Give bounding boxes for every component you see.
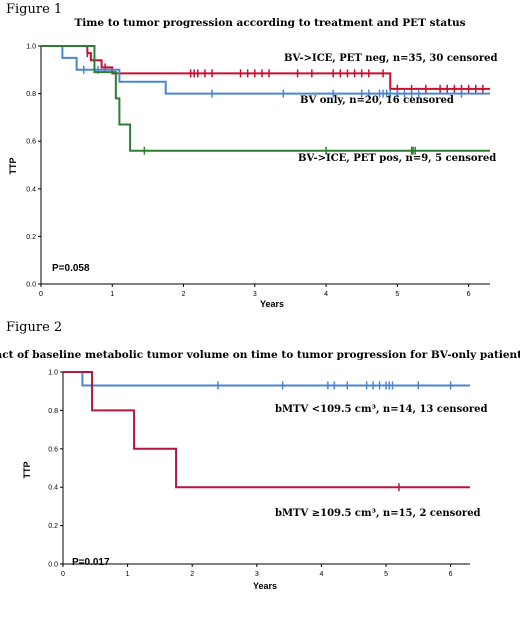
- series-label: BV->ICE, PET pos, n=9, 5 censored: [298, 153, 496, 164]
- y-tick-label: 0.2: [48, 523, 58, 530]
- x-tick-label: 6: [467, 291, 471, 298]
- x-tick-label: 2: [182, 291, 186, 298]
- y-tick-label: 1.0: [26, 44, 36, 51]
- x-tick-label: 2: [190, 571, 194, 578]
- x-tick-label: 5: [384, 571, 388, 578]
- figure-2-chart: Impact of baseline metabolic tumor volum…: [0, 338, 520, 644]
- x-tick-label: 3: [255, 571, 259, 578]
- y-tick-label: 0.0: [48, 562, 58, 569]
- y-tick-label: 0.8: [26, 91, 36, 98]
- survival-curve-line: [63, 371, 470, 489]
- p-value-annotation: P=0.058: [52, 263, 90, 274]
- y-axis-label: TTP: [8, 158, 18, 175]
- y-tick-label: 0.2: [26, 234, 36, 241]
- x-axis-label: Years: [260, 299, 284, 309]
- chart-title: Time to tumor progression according to t…: [74, 17, 465, 29]
- figure-2-svg: Impact of baseline metabolic tumor volum…: [0, 349, 520, 591]
- p-value-annotation: P=0.017: [72, 557, 110, 568]
- x-axis-label: Years: [253, 581, 277, 591]
- y-tick-label: 0.4: [26, 186, 36, 193]
- x-tick-label: 4: [324, 291, 328, 298]
- y-tick-label: 0.8: [48, 408, 58, 415]
- x-tick-label: 4: [319, 571, 323, 578]
- x-tick-label: 6: [449, 571, 453, 578]
- x-tick-label: 0: [39, 291, 43, 298]
- figure-1-label: Figure 1: [6, 2, 63, 17]
- x-tick-label: 1: [126, 571, 130, 578]
- y-tick-label: 1.0: [48, 370, 58, 377]
- survival-curve-line: [41, 45, 490, 152]
- y-tick-label: 0.6: [26, 139, 36, 146]
- series-label: BV->ICE, PET neg, n=35, 30 censored: [284, 53, 497, 64]
- y-tick-label: 0.4: [48, 485, 58, 492]
- series-label: BV only, n=20, 16 censored: [300, 95, 454, 106]
- series-label: bMTV ≥109.5 cm³, n=15, 2 censored: [275, 508, 481, 519]
- survival-curve-line: [63, 371, 470, 387]
- figure-2-label: Figure 2: [6, 320, 63, 335]
- y-axis-label: TTP: [22, 462, 32, 479]
- x-tick-label: 1: [110, 291, 114, 298]
- x-tick-label: 5: [395, 291, 399, 298]
- chart-title: Impact of baseline metabolic tumor volum…: [0, 349, 520, 361]
- figure-1-chart: Time to tumor progression according to t…: [0, 14, 520, 314]
- figure-1-svg: Time to tumor progression according to t…: [8, 17, 497, 309]
- y-tick-label: 0.0: [26, 282, 36, 289]
- y-tick-label: 0.6: [48, 446, 58, 453]
- x-tick-label: 3: [253, 291, 257, 298]
- series-label: bMTV <109.5 cm³, n=14, 13 censored: [275, 404, 488, 415]
- x-tick-label: 0: [61, 571, 65, 578]
